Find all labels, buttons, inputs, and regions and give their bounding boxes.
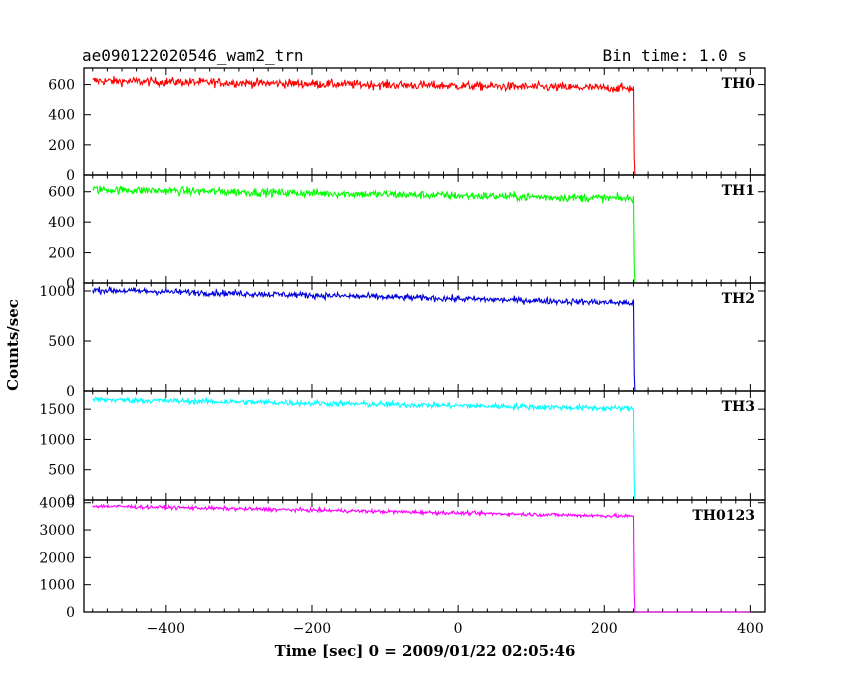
x-tick-label: 200 — [591, 621, 618, 637]
x-tick-label: −200 — [293, 621, 331, 637]
series-line-th3 — [92, 396, 751, 501]
panel-frame — [83, 390, 766, 501]
y-tick-label: 600 — [48, 78, 75, 94]
chart-title: ae090122020546_wam2_trn — [82, 46, 304, 65]
y-tick-label: 2000 — [39, 550, 75, 566]
y-tick-label: 600 — [48, 185, 75, 201]
x-tick-label: 0 — [454, 621, 463, 637]
y-tick-label: 0 — [66, 168, 75, 184]
y-tick-label: 400 — [48, 215, 75, 231]
bin-time-label: Bin time: 1.0 s — [603, 46, 748, 65]
panel-th0123: 0 1000 2000 3000 4000 TH0123 — [39, 496, 766, 621]
x-axis: −400 −200 0 200 400 — [147, 621, 764, 637]
y-tick-label: 1000 — [39, 284, 75, 300]
y-tick-label: 0 — [66, 276, 75, 292]
panel-frame — [83, 282, 766, 392]
panel-th3: 0 500 1000 1500 TH3 — [39, 390, 766, 509]
series-line-th2 — [92, 286, 751, 392]
panel-th0: 0 200 400 600 TH0 — [48, 67, 766, 184]
panel-label-th1: TH1 — [722, 183, 755, 199]
y-tick-label: 4000 — [39, 496, 75, 512]
panels-group: 0 200 400 600 TH0 0 200 400 600 TH1 0 500 1000 TH2 0 50… — [39, 67, 766, 621]
y-tick-label: 1000 — [39, 432, 75, 448]
panel-label-th3: TH3 — [722, 399, 755, 415]
panel-th2: 0 500 1000 TH2 — [39, 282, 766, 400]
panel-label-th0: TH0 — [722, 76, 756, 92]
panel-frame — [83, 499, 766, 613]
y-tick-label: 500 — [48, 334, 75, 350]
y-axis-label: Counts/sec — [4, 299, 22, 391]
series-line-th0123 — [92, 503, 751, 613]
y-tick-label: 1500 — [39, 402, 75, 418]
y-tick-label: 0 — [66, 493, 75, 509]
y-tick-label: 0 — [66, 384, 75, 400]
y-tick-label: 0 — [66, 605, 75, 621]
y-tick-label: 400 — [48, 108, 75, 124]
x-axis-label: Time [sec] 0 = 2009/01/22 02:05:46 — [275, 642, 576, 660]
y-tick-label: 500 — [48, 463, 75, 479]
series-line-th1 — [92, 185, 751, 284]
y-tick-label: 200 — [48, 246, 75, 262]
y-tick-label: 3000 — [39, 523, 75, 539]
panel-label-th0123: TH0123 — [692, 508, 755, 524]
series-line-th0 — [92, 76, 751, 176]
x-tick-label: 400 — [737, 621, 764, 637]
panel-label-th2: TH2 — [722, 291, 755, 307]
y-tick-label: 200 — [48, 138, 75, 154]
y-tick-label: 1000 — [39, 578, 75, 594]
x-tick-label: −400 — [147, 621, 185, 637]
panel-th1: 0 200 400 600 TH1 — [48, 174, 766, 292]
